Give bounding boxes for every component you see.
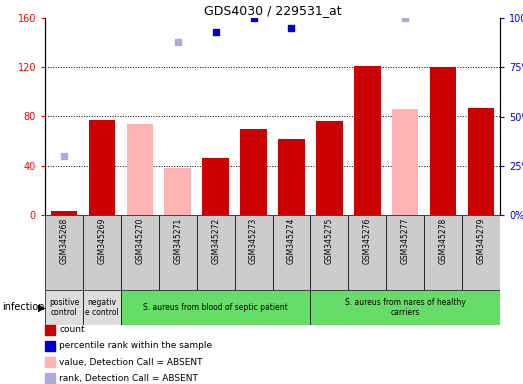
Bar: [462, 215, 500, 290]
Text: GSM345277: GSM345277: [401, 218, 410, 264]
Bar: [468, 108, 494, 215]
Bar: [202, 158, 229, 215]
Text: percentile rank within the sample: percentile rank within the sample: [59, 341, 212, 351]
Text: GSM345278: GSM345278: [439, 218, 448, 264]
Bar: [311, 215, 348, 290]
Bar: [348, 215, 386, 290]
Text: GSM345273: GSM345273: [249, 218, 258, 264]
Bar: [278, 139, 305, 215]
Bar: [45, 215, 83, 290]
Text: GSM345271: GSM345271: [173, 218, 182, 264]
Bar: [83, 290, 121, 325]
Bar: [121, 290, 311, 325]
Text: GSM345270: GSM345270: [135, 218, 144, 264]
Bar: [45, 290, 83, 325]
Text: GSM345269: GSM345269: [97, 218, 106, 264]
Bar: [235, 215, 272, 290]
Text: infection: infection: [3, 303, 45, 313]
Text: rank, Detection Call = ABSENT: rank, Detection Call = ABSENT: [59, 374, 198, 382]
Bar: [272, 215, 311, 290]
Bar: [424, 215, 462, 290]
Text: GSM345268: GSM345268: [60, 218, 69, 264]
Text: negativ
e control: negativ e control: [85, 298, 119, 317]
Text: count: count: [59, 326, 85, 334]
Bar: [164, 168, 191, 215]
Text: GSM345272: GSM345272: [211, 218, 220, 264]
Bar: [121, 215, 159, 290]
Bar: [430, 67, 457, 215]
Text: GSM345279: GSM345279: [476, 218, 485, 264]
Bar: [127, 124, 153, 215]
Bar: [51, 211, 77, 215]
Text: GSM345276: GSM345276: [363, 218, 372, 264]
Text: ▶: ▶: [38, 303, 46, 313]
Bar: [159, 215, 197, 290]
Bar: [354, 66, 381, 215]
Bar: [197, 215, 235, 290]
Bar: [386, 215, 424, 290]
Bar: [83, 215, 121, 290]
Text: S. aureus from nares of healthy
carriers: S. aureus from nares of healthy carriers: [345, 298, 465, 317]
Bar: [392, 109, 418, 215]
Bar: [240, 129, 267, 215]
Bar: [88, 120, 115, 215]
Bar: [311, 290, 500, 325]
Text: value, Detection Call = ABSENT: value, Detection Call = ABSENT: [59, 358, 202, 366]
Text: S. aureus from blood of septic patient: S. aureus from blood of septic patient: [143, 303, 288, 312]
Text: positive
control: positive control: [49, 298, 79, 317]
Text: GSM345275: GSM345275: [325, 218, 334, 264]
Bar: [316, 121, 343, 215]
Title: GDS4030 / 229531_at: GDS4030 / 229531_at: [203, 4, 342, 17]
Text: GSM345274: GSM345274: [287, 218, 296, 264]
